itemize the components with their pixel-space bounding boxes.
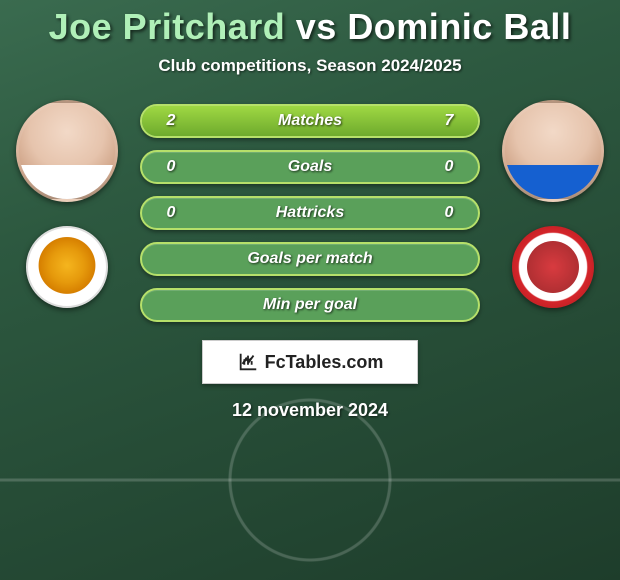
- player1-name: Joe Pritchard: [49, 6, 286, 47]
- brand-badge: FcTables.com: [202, 340, 418, 384]
- stat-right-value: 0: [436, 158, 462, 176]
- left-side: [12, 100, 122, 308]
- vs-text: vs: [296, 6, 337, 47]
- stat-bar: Goals per match: [140, 242, 480, 276]
- stat-label: Goals per match: [142, 250, 478, 268]
- stat-label: Goals: [142, 158, 478, 176]
- subtitle: Club competitions, Season 2024/2025: [0, 56, 620, 76]
- chart-icon: [237, 351, 259, 373]
- right-side: [498, 100, 608, 308]
- stat-bar: 0Goals0: [140, 150, 480, 184]
- stat-label: Hattricks: [142, 204, 478, 222]
- comparison-title: Joe Pritchard vs Dominic Ball: [0, 6, 620, 48]
- stat-right-value: 7: [436, 112, 462, 130]
- player2-club-crest: [512, 226, 594, 308]
- player1-club-crest: [26, 226, 108, 308]
- brand-text: FcTables.com: [265, 352, 384, 373]
- stat-bar: Min per goal: [140, 288, 480, 322]
- stat-label: Min per goal: [142, 296, 478, 314]
- stat-bar: 0Hattricks0: [140, 196, 480, 230]
- stat-bar: 2Matches7: [140, 104, 480, 138]
- player2-name: Dominic Ball: [347, 6, 571, 47]
- stat-label: Matches: [142, 112, 478, 130]
- player2-avatar: [502, 100, 604, 202]
- stat-right-value: 0: [436, 204, 462, 222]
- stat-bars: 2Matches70Goals00Hattricks0Goals per mat…: [140, 100, 480, 322]
- date-text: 12 november 2024: [0, 400, 620, 421]
- player1-avatar: [16, 100, 118, 202]
